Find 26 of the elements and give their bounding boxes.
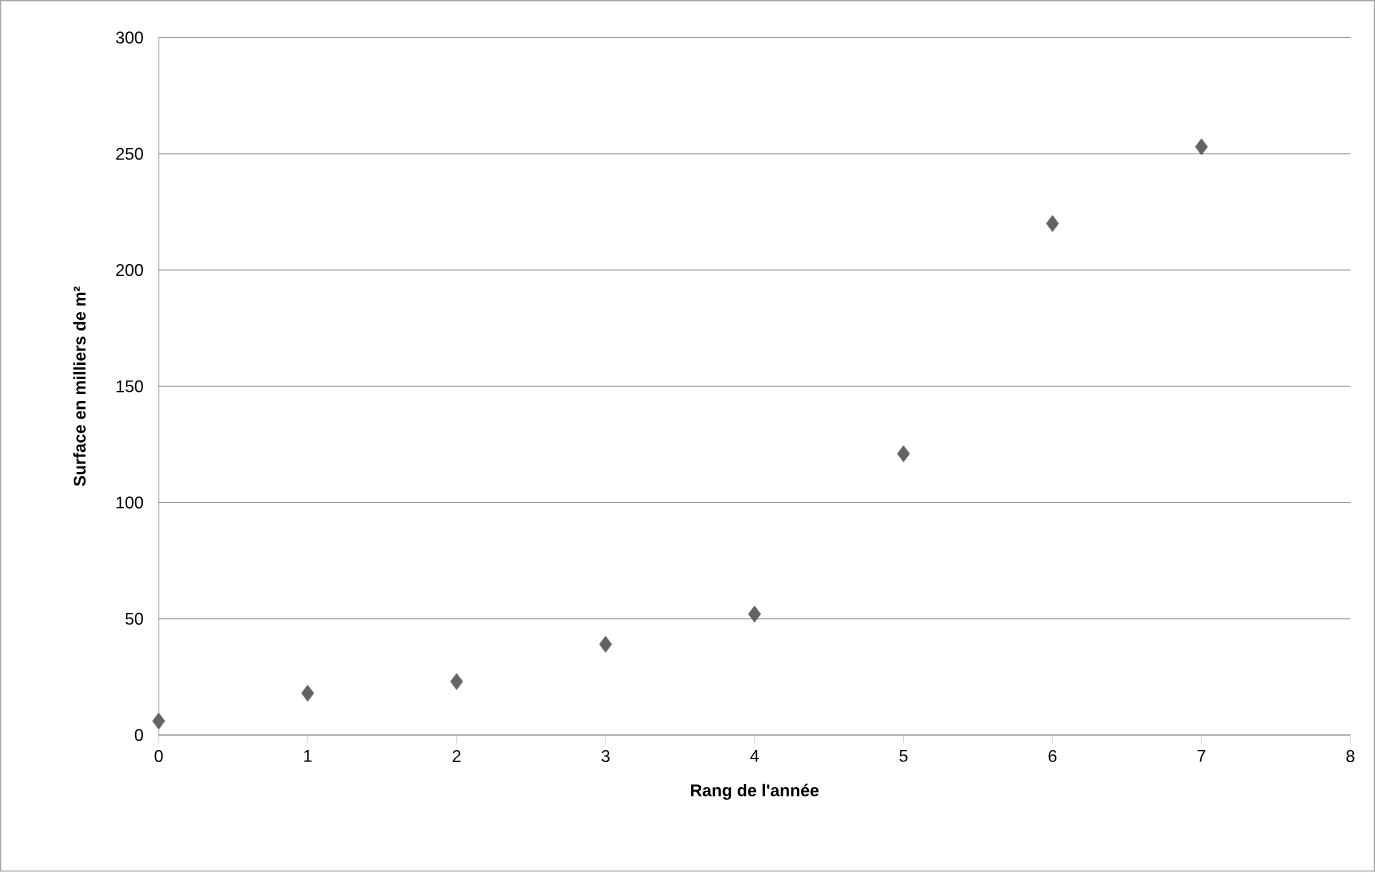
x-tick-label: 2 xyxy=(452,750,461,763)
y-tick-label: 150 xyxy=(116,380,143,393)
x-tick-label: 0 xyxy=(154,750,163,763)
x-axis-title: Rang de l'année xyxy=(691,783,819,800)
point xyxy=(301,684,315,702)
y-tick-label: 0 xyxy=(134,729,143,742)
x-tick-label: 8 xyxy=(1346,750,1355,763)
y-tick-label: 250 xyxy=(116,148,143,160)
y-axis-title: Surface en milliers de m² xyxy=(73,286,86,487)
x-tick-label: 4 xyxy=(750,750,759,762)
point xyxy=(748,605,761,623)
point xyxy=(450,673,464,691)
point xyxy=(1046,215,1059,233)
y-tick-label: 200 xyxy=(116,264,143,277)
y-tick-label: 100 xyxy=(116,496,143,509)
point xyxy=(599,636,612,653)
point xyxy=(1195,138,1208,156)
point xyxy=(897,445,910,463)
x-tick-label: 1 xyxy=(304,750,312,762)
point xyxy=(152,712,166,730)
x-tick-label: 6 xyxy=(1048,750,1057,763)
x-tick-label: 3 xyxy=(601,750,610,763)
y-tick-label: 50 xyxy=(125,612,143,625)
y-tick-label: 300 xyxy=(116,31,143,44)
x-tick-label: 5 xyxy=(899,750,908,763)
x-tick-label: 7 xyxy=(1197,750,1206,762)
